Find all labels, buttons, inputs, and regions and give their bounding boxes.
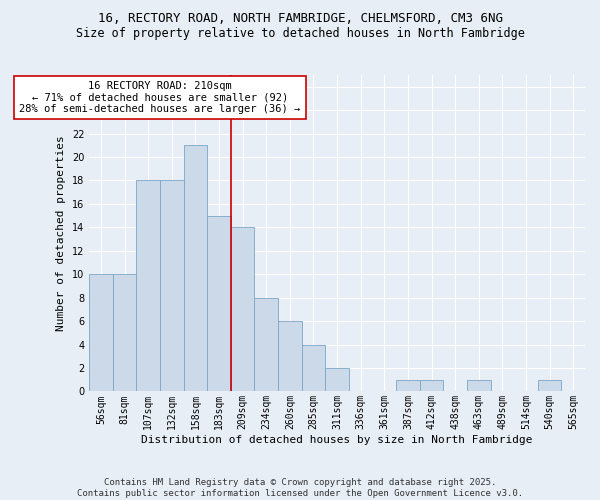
Bar bbox=[184, 146, 207, 392]
Y-axis label: Number of detached properties: Number of detached properties bbox=[56, 136, 66, 331]
Bar bbox=[254, 298, 278, 392]
Bar bbox=[302, 344, 325, 392]
X-axis label: Distribution of detached houses by size in North Fambridge: Distribution of detached houses by size … bbox=[142, 435, 533, 445]
Text: 16, RECTORY ROAD, NORTH FAMBRIDGE, CHELMSFORD, CM3 6NG: 16, RECTORY ROAD, NORTH FAMBRIDGE, CHELM… bbox=[97, 12, 503, 26]
Text: 16 RECTORY ROAD: 210sqm
← 71% of detached houses are smaller (92)
28% of semi-de: 16 RECTORY ROAD: 210sqm ← 71% of detache… bbox=[19, 81, 301, 114]
Bar bbox=[113, 274, 136, 392]
Bar bbox=[325, 368, 349, 392]
Text: Size of property relative to detached houses in North Fambridge: Size of property relative to detached ho… bbox=[76, 28, 524, 40]
Text: Contains HM Land Registry data © Crown copyright and database right 2025.
Contai: Contains HM Land Registry data © Crown c… bbox=[77, 478, 523, 498]
Bar bbox=[396, 380, 420, 392]
Bar bbox=[467, 380, 491, 392]
Bar bbox=[136, 180, 160, 392]
Bar bbox=[207, 216, 231, 392]
Bar bbox=[231, 228, 254, 392]
Bar bbox=[278, 321, 302, 392]
Bar bbox=[89, 274, 113, 392]
Bar bbox=[538, 380, 562, 392]
Bar bbox=[160, 180, 184, 392]
Bar bbox=[420, 380, 443, 392]
